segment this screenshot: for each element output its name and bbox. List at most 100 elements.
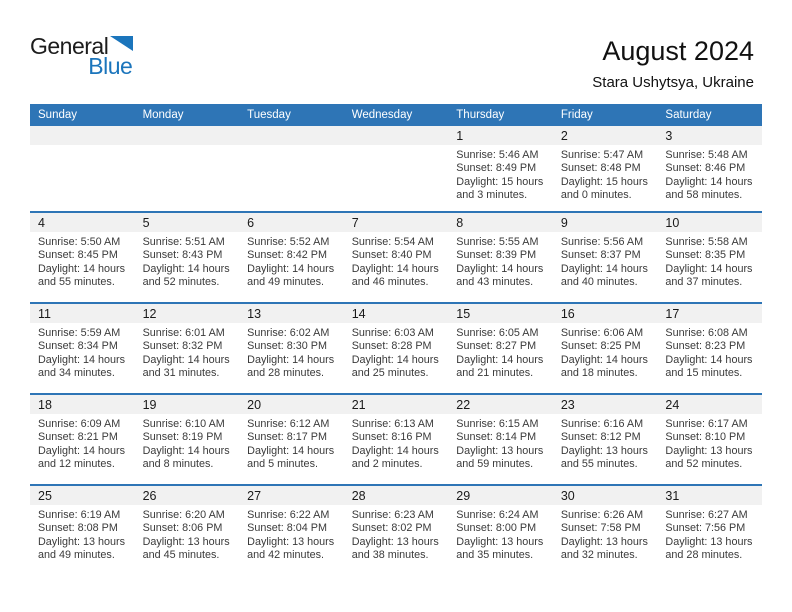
day-number: 26	[142, 488, 157, 503]
daylight-line: Daylight: 14 hours	[38, 262, 126, 275]
daylight-line-2: and 28 minutes.	[665, 549, 743, 562]
day-header-thursday: Thursday	[456, 109, 505, 121]
day-cell: Sunrise: 5:50 AM Sunset: 8:45 PM Daylight:…	[30, 232, 135, 302]
sunset-line: Sunset: 8:02 PM	[351, 522, 432, 535]
day-number: 21	[351, 397, 366, 412]
day-header-wednesday: Wednesday	[351, 109, 413, 121]
logo-word-general: General	[30, 33, 109, 59]
sunset-line: Sunset: 8:08 PM	[38, 522, 118, 535]
day-header-sunday: Sunday	[38, 109, 78, 121]
day-cell: Sunrise: 6:08 AM Sunset: 8:23 PM Daylight:…	[657, 323, 762, 393]
daylight-line: Daylight: 14 hours	[142, 444, 230, 457]
page-title: August 2024	[602, 36, 754, 66]
empty-day-cell	[30, 145, 135, 211]
day-number: 6	[247, 215, 255, 230]
sunrise-line: Sunrise: 5:52 AM	[247, 236, 330, 248]
sunset-line: Sunset: 8:23 PM	[665, 340, 746, 353]
daylight-line-2: and 28 minutes.	[247, 367, 324, 380]
sunset-line: Sunset: 8:42 PM	[247, 249, 327, 262]
day-cell: Sunrise: 5:46 AM Sunset: 8:49 PM Daylight:…	[448, 145, 553, 211]
day-number: 2	[560, 128, 568, 143]
sunset-line: Sunset: 7:58 PM	[560, 522, 641, 535]
day-cell: Sunrise: 5:47 AM Sunset: 8:48 PM Daylight:…	[553, 145, 658, 211]
daylight-line-2: and 18 minutes.	[560, 367, 638, 380]
sunrise-line: Sunrise: 5:59 AM	[38, 327, 121, 339]
sunrise-line: Sunrise: 5:50 AM	[38, 236, 121, 248]
daylight-line-2: and 32 minutes.	[560, 549, 638, 562]
day-cell: Sunrise: 6:17 AM Sunset: 8:10 PM Daylight:…	[657, 414, 762, 484]
sunrise-line: Sunrise: 6:12 AM	[247, 418, 330, 430]
daylight-line: Daylight: 15 hours	[560, 175, 648, 188]
logo-word-blue: Blue	[88, 53, 133, 79]
daylight-line: Daylight: 13 hours	[665, 535, 753, 548]
day-cell: Sunrise: 6:01 AM Sunset: 8:32 PM Daylight:…	[135, 323, 240, 393]
daylight-line-2: and 8 minutes.	[142, 458, 214, 471]
empty-day-cell	[135, 145, 240, 211]
logo-triangle-icon	[110, 36, 134, 51]
daylight-line: Daylight: 13 hours	[456, 444, 544, 457]
sunset-line: Sunset: 8:30 PM	[247, 340, 327, 353]
daylight-line-2: and 55 minutes.	[560, 458, 638, 471]
day-content-row: Sunrise: 5:50 AM Sunset: 8:45 PM Daylight:…	[30, 232, 762, 302]
day-header-row: Sunday Monday Tuesday Wednesday Thursday…	[30, 104, 762, 126]
daylight-line-2: and 31 minutes.	[142, 367, 220, 380]
daylight-line-2: and 59 minutes.	[456, 458, 534, 471]
day-cell: Sunrise: 5:55 AM Sunset: 8:39 PM Daylight:…	[448, 232, 553, 302]
daylight-line-2: and 46 minutes.	[351, 276, 429, 289]
day-header-saturday: Saturday	[665, 109, 712, 121]
week-row: 25 26 27 28 29 30 31 Sunrise: 6:19 AM Sunset: 8:…	[30, 484, 762, 575]
daylight-line-2: and 58 minutes.	[665, 189, 743, 202]
week-row: 18 19 20 21 22 23 24 Sunrise: 6:09 AM Sunset: 8:…	[30, 393, 762, 484]
daylight-line: Daylight: 14 hours	[247, 444, 335, 457]
daylight-line: Daylight: 14 hours	[142, 353, 230, 366]
day-number: 1	[456, 128, 464, 143]
sunrise-line: Sunrise: 6:08 AM	[665, 327, 748, 339]
sunrise-line: Sunrise: 6:22 AM	[247, 509, 330, 521]
daylight-line-2: and 55 minutes.	[38, 276, 115, 289]
sunset-line: Sunset: 8:06 PM	[142, 522, 223, 535]
sunset-line: Sunset: 8:49 PM	[456, 162, 537, 175]
sunrise-line: Sunrise: 6:10 AM	[142, 418, 225, 430]
day-number: 19	[142, 397, 157, 412]
daylight-line: Daylight: 14 hours	[351, 262, 439, 275]
sunset-line: Sunset: 8:46 PM	[665, 162, 746, 175]
daylight-line: Daylight: 13 hours	[560, 444, 648, 457]
day-number: 14	[351, 306, 366, 321]
day-cell: Sunrise: 6:05 AM Sunset: 8:27 PM Daylight:…	[448, 323, 553, 393]
sunrise-line: Sunrise: 6:03 AM	[351, 327, 434, 339]
sunset-line: Sunset: 8:12 PM	[560, 431, 641, 444]
sunrise-line: Sunrise: 6:20 AM	[142, 509, 225, 521]
sunrise-line: Sunrise: 6:01 AM	[142, 327, 225, 339]
day-number: 17	[665, 306, 680, 321]
day-number: 16	[560, 306, 575, 321]
daylight-line: Daylight: 14 hours	[38, 444, 126, 457]
daylight-line-2: and 49 minutes.	[247, 276, 324, 289]
day-cell: Sunrise: 5:52 AM Sunset: 8:42 PM Daylight:…	[239, 232, 344, 302]
sunrise-line: Sunrise: 6:15 AM	[456, 418, 539, 430]
week-row: 4 5 6 7 8 9 10 Sunrise: 5:50 AM Sunset: 8:45 PM D…	[30, 211, 762, 302]
daylight-line: Daylight: 14 hours	[456, 262, 544, 275]
daylight-line: Daylight: 14 hours	[665, 262, 753, 275]
day-number-band: 11 12 13 14 15 16 17	[30, 304, 762, 323]
sunrise-line: Sunrise: 6:02 AM	[247, 327, 330, 339]
sunrise-line: Sunrise: 6:17 AM	[665, 418, 748, 430]
day-cell: Sunrise: 5:51 AM Sunset: 8:43 PM Daylight:…	[135, 232, 240, 302]
day-cell: Sunrise: 6:10 AM Sunset: 8:19 PM Daylight:…	[135, 414, 240, 484]
day-number: 9	[560, 215, 568, 230]
day-number: 24	[665, 397, 680, 412]
general-blue-logo: General Blue	[30, 33, 134, 79]
sunrise-line: Sunrise: 6:24 AM	[456, 509, 539, 521]
day-number: 7	[351, 215, 359, 230]
day-number: 28	[351, 488, 366, 503]
day-number: 8	[456, 215, 464, 230]
sunset-line: Sunset: 7:56 PM	[665, 522, 746, 535]
daylight-line-2: and 40 minutes.	[560, 276, 638, 289]
sunrise-line: Sunrise: 6:13 AM	[351, 418, 434, 430]
daylight-line: Daylight: 13 hours	[560, 535, 648, 548]
day-cell: Sunrise: 6:22 AM Sunset: 8:04 PM Daylight:…	[239, 505, 344, 575]
day-number: 5	[142, 215, 150, 230]
daylight-line: Daylight: 15 hours	[456, 175, 544, 188]
sunrise-line: Sunrise: 6:09 AM	[38, 418, 121, 430]
week-row: 1 2 3 Sunrise: 5:46 AM Sunset: 8:49 PM Daylig…	[30, 126, 762, 211]
daylight-line-2: and 15 minutes.	[665, 367, 743, 380]
